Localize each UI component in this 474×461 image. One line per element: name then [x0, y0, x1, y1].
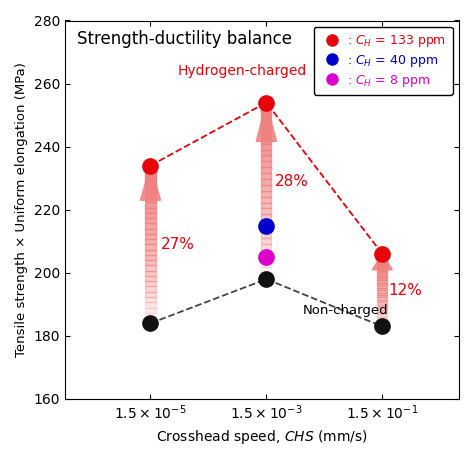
- Text: 12%: 12%: [388, 283, 422, 298]
- FancyArrow shape: [261, 173, 272, 179]
- FancyArrow shape: [146, 313, 155, 318]
- FancyArrow shape: [146, 181, 155, 187]
- Text: Strength-ductility balance: Strength-ductility balance: [76, 30, 292, 48]
- FancyArrow shape: [261, 250, 272, 255]
- FancyArrow shape: [377, 256, 387, 259]
- FancyArrow shape: [377, 278, 387, 280]
- FancyArrow shape: [261, 161, 272, 167]
- FancyArrow shape: [377, 293, 387, 295]
- FancyArrow shape: [146, 250, 155, 255]
- Y-axis label: Tensile strength × Uniform elongation (MPa): Tensile strength × Uniform elongation (M…: [15, 62, 28, 357]
- FancyArrow shape: [377, 276, 387, 278]
- FancyArrow shape: [146, 302, 155, 307]
- FancyArrow shape: [261, 208, 272, 214]
- FancyArrow shape: [261, 232, 272, 238]
- FancyArrow shape: [146, 229, 155, 234]
- FancyArrow shape: [146, 192, 155, 197]
- FancyArrow shape: [261, 108, 272, 114]
- FancyArrow shape: [261, 220, 272, 226]
- FancyArrow shape: [146, 281, 155, 286]
- X-axis label: Crosshead speed, $\it{CHS}$ (mm/s): Crosshead speed, $\it{CHS}$ (mm/s): [156, 428, 368, 446]
- FancyArrow shape: [377, 295, 387, 297]
- FancyArrow shape: [377, 285, 387, 288]
- FancyArrow shape: [261, 226, 272, 232]
- Text: 27%: 27%: [161, 237, 195, 252]
- FancyArrow shape: [146, 171, 155, 176]
- FancyArrow shape: [146, 213, 155, 218]
- FancyArrow shape: [146, 255, 155, 260]
- FancyArrow shape: [146, 307, 155, 313]
- FancyArrow shape: [261, 214, 272, 220]
- FancyArrow shape: [377, 302, 387, 305]
- FancyArrow shape: [261, 202, 272, 208]
- Text: 28%: 28%: [274, 174, 309, 189]
- FancyArrow shape: [377, 297, 387, 300]
- FancyArrow shape: [146, 239, 155, 244]
- FancyArrow shape: [261, 167, 272, 173]
- FancyArrow shape: [261, 191, 272, 197]
- FancyArrow shape: [261, 132, 272, 138]
- FancyArrow shape: [146, 187, 155, 192]
- FancyArrow shape: [146, 266, 155, 271]
- FancyArrow shape: [261, 126, 272, 132]
- FancyArrow shape: [146, 244, 155, 250]
- FancyArrow shape: [146, 260, 155, 266]
- FancyArrow shape: [377, 271, 387, 273]
- FancyArrow shape: [261, 144, 272, 150]
- FancyArrow shape: [146, 286, 155, 292]
- FancyArrow shape: [261, 138, 272, 144]
- FancyArrow shape: [377, 319, 387, 322]
- FancyArrow shape: [377, 317, 387, 319]
- FancyArrow shape: [261, 261, 272, 267]
- FancyArrow shape: [377, 280, 387, 283]
- FancyArrow shape: [377, 314, 387, 317]
- FancyArrow shape: [261, 150, 272, 155]
- FancyArrow shape: [146, 197, 155, 202]
- FancyArrow shape: [372, 254, 392, 270]
- FancyArrow shape: [146, 176, 155, 181]
- FancyArrow shape: [377, 288, 387, 290]
- FancyArrow shape: [146, 207, 155, 213]
- FancyArrow shape: [377, 290, 387, 293]
- FancyArrow shape: [256, 102, 276, 142]
- FancyArrow shape: [261, 155, 272, 161]
- FancyArrow shape: [146, 218, 155, 224]
- FancyArrow shape: [261, 120, 272, 126]
- FancyArrow shape: [377, 266, 387, 268]
- Text: Non-charged: Non-charged: [302, 304, 388, 317]
- FancyArrow shape: [261, 267, 272, 273]
- FancyArrow shape: [261, 255, 272, 261]
- FancyArrow shape: [261, 238, 272, 244]
- FancyArrow shape: [377, 264, 387, 266]
- Legend: : $C_\mathit{H}$ = 133 ppm, : $C_\mathit{H}$ = 40 ppm, : $C_\mathit{H}$ = 8 ppm: : $C_\mathit{H}$ = 133 ppm, : $C_\mathit…: [314, 27, 453, 95]
- FancyArrow shape: [377, 283, 387, 285]
- FancyArrow shape: [377, 307, 387, 309]
- FancyArrow shape: [261, 244, 272, 250]
- FancyArrow shape: [140, 165, 161, 200]
- Text: Hydrogen-charged: Hydrogen-charged: [178, 64, 307, 78]
- FancyArrow shape: [146, 292, 155, 297]
- FancyArrow shape: [377, 300, 387, 302]
- FancyArrow shape: [377, 259, 387, 261]
- FancyArrow shape: [377, 309, 387, 312]
- FancyArrow shape: [377, 273, 387, 276]
- FancyArrow shape: [377, 312, 387, 314]
- FancyArrow shape: [146, 276, 155, 281]
- FancyArrow shape: [146, 297, 155, 302]
- FancyArrow shape: [261, 197, 272, 202]
- FancyArrow shape: [146, 202, 155, 207]
- FancyArrow shape: [261, 185, 272, 191]
- FancyArrow shape: [377, 261, 387, 264]
- FancyArrow shape: [146, 224, 155, 229]
- FancyArrow shape: [377, 322, 387, 324]
- FancyArrow shape: [146, 234, 155, 239]
- FancyArrow shape: [377, 268, 387, 271]
- FancyArrow shape: [377, 305, 387, 307]
- FancyArrow shape: [261, 179, 272, 185]
- FancyArrow shape: [146, 271, 155, 276]
- FancyArrow shape: [261, 114, 272, 120]
